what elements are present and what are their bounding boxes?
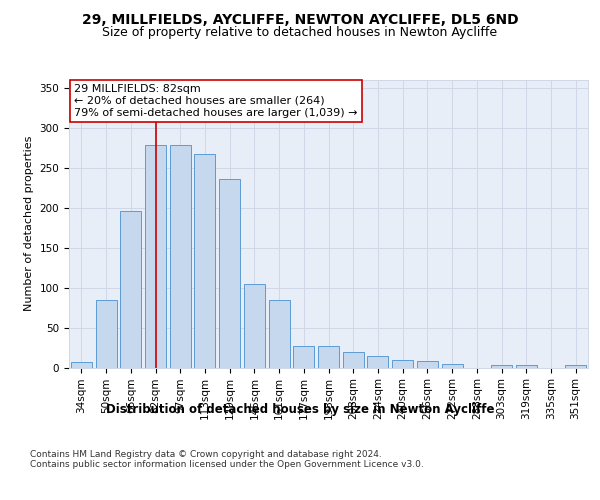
Bar: [293, 346, 314, 368]
Bar: [120, 211, 141, 368]
Bar: [95, 300, 116, 368]
Bar: [244, 284, 265, 368]
Bar: [516, 365, 537, 368]
Bar: [417, 361, 438, 368]
Text: Distribution of detached houses by size in Newton Aycliffe: Distribution of detached houses by size …: [106, 402, 494, 415]
Bar: [392, 360, 413, 368]
Text: Size of property relative to detached houses in Newton Aycliffe: Size of property relative to detached ho…: [103, 26, 497, 39]
Bar: [219, 179, 240, 368]
Bar: [565, 365, 586, 368]
Bar: [170, 146, 191, 368]
Text: 29 MILLFIELDS: 82sqm
← 20% of detached houses are smaller (264)
79% of semi-deta: 29 MILLFIELDS: 82sqm ← 20% of detached h…: [74, 84, 358, 117]
Y-axis label: Number of detached properties: Number of detached properties: [24, 136, 34, 312]
Bar: [145, 146, 166, 368]
Text: 29, MILLFIELDS, AYCLIFFE, NEWTON AYCLIFFE, DL5 6ND: 29, MILLFIELDS, AYCLIFFE, NEWTON AYCLIFF…: [82, 12, 518, 26]
Bar: [442, 364, 463, 368]
Bar: [269, 300, 290, 368]
Bar: [343, 352, 364, 368]
Bar: [367, 356, 388, 368]
Bar: [194, 154, 215, 368]
Text: Contains HM Land Registry data © Crown copyright and database right 2024.
Contai: Contains HM Land Registry data © Crown c…: [30, 450, 424, 469]
Bar: [71, 362, 92, 368]
Bar: [318, 346, 339, 368]
Bar: [491, 365, 512, 368]
